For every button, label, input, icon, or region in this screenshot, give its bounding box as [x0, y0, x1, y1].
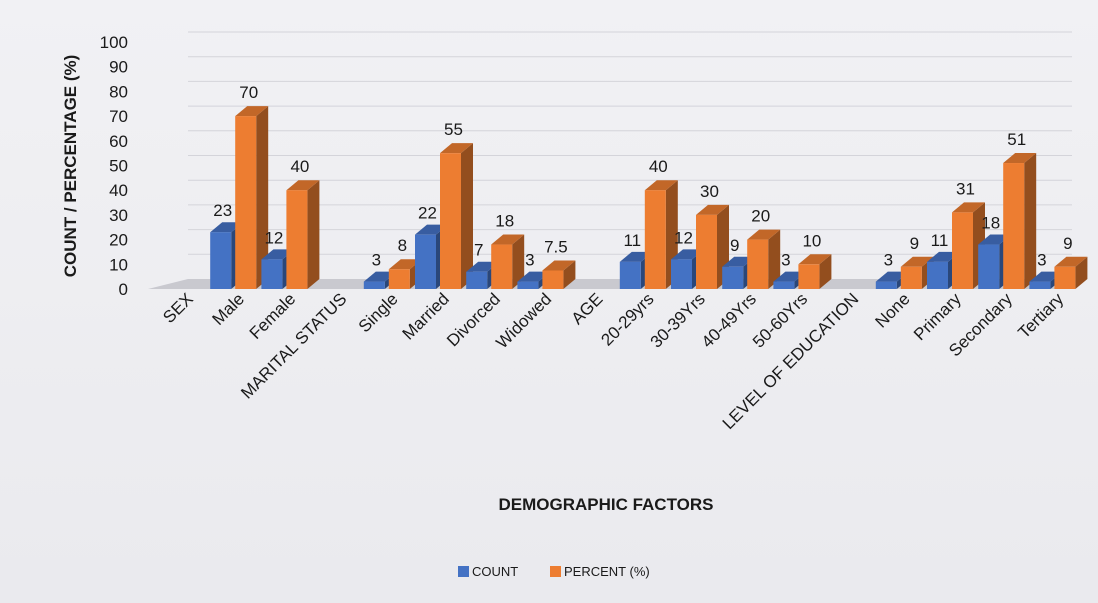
bar-percent-secondary	[1003, 153, 1037, 289]
y-tick-100: 100	[100, 33, 128, 52]
legend: COUNT PERCENT (%)	[458, 564, 650, 579]
label-count-single: 3	[372, 251, 381, 270]
label-percent-divorced: 18	[495, 212, 514, 231]
label-percent-primary: 31	[956, 179, 975, 198]
label-count-primary: 11	[931, 231, 949, 250]
bar-percent-divorced	[491, 234, 525, 289]
y-tick-20: 20	[109, 231, 128, 250]
y-axis-title: COUNT / PERCENTAGE (%)	[61, 55, 80, 278]
label-percent-20-29yrs: 40	[649, 157, 668, 176]
label-count-40-49yrs: 9	[730, 236, 739, 255]
gridlines	[188, 31, 1072, 255]
category-label-30-39yrs: 30-39Yrs	[647, 289, 709, 351]
label-count-male: 23	[213, 201, 232, 220]
category-label-age: AGE	[568, 289, 607, 328]
y-tick-50: 50	[109, 157, 128, 176]
label-percent-married: 55	[444, 120, 463, 139]
label-count-divorced: 7	[474, 241, 483, 260]
y-tick-80: 80	[109, 82, 128, 101]
bar-percent-50-60yrs	[798, 254, 832, 289]
y-tick-10: 10	[109, 255, 128, 274]
x-axis-title: DEMOGRAPHIC FACTORS	[498, 495, 713, 514]
label-percent-widowed: 7.5	[544, 237, 568, 256]
bar-percent-tertiary	[1054, 256, 1088, 289]
label-percent-40-49yrs: 20	[751, 207, 770, 226]
label-count-tertiary: 3	[1037, 251, 1046, 270]
svg-text:PERCENT (%): PERCENT (%)	[564, 564, 650, 579]
category-label-male: Male	[209, 289, 248, 328]
label-percent-tertiary: 9	[1063, 234, 1072, 253]
svg-text:COUNT: COUNT	[472, 564, 518, 579]
y-tick-70: 70	[109, 107, 128, 126]
label-percent-30-39yrs: 30	[700, 182, 719, 201]
bar-percent-married	[440, 143, 473, 289]
label-percent-50-60yrs: 10	[802, 231, 821, 250]
category-label-sex: SEX	[159, 289, 196, 326]
y-tick-40: 40	[109, 181, 128, 200]
label-percent-male: 70	[239, 83, 258, 102]
bars	[210, 106, 1088, 289]
label-percent-female: 40	[290, 157, 309, 176]
y-tick-30: 30	[109, 206, 128, 225]
label-count-married: 22	[418, 204, 437, 223]
category-label-widowed: Widowed	[492, 289, 555, 352]
bar-percent-widowed	[542, 260, 576, 289]
category-label-none: None	[871, 289, 913, 331]
bar-percent-male	[235, 106, 269, 289]
label-percent-none: 9	[910, 234, 919, 253]
label-count-30-39yrs: 12	[674, 228, 693, 247]
label-percent-secondary: 51	[1007, 130, 1026, 149]
legend-item-percent: PERCENT (%)	[550, 564, 650, 579]
category-label-40-49yrs: 40-49Yrs	[698, 289, 760, 351]
label-percent-single: 8	[398, 236, 407, 255]
bar-percent-female	[286, 180, 320, 289]
category-label-single: Single	[355, 289, 402, 336]
y-tick-90: 90	[109, 58, 128, 77]
bar-percent-40-49yrs	[747, 229, 781, 289]
label-count-widowed: 3	[525, 251, 534, 270]
y-tick-60: 60	[109, 132, 128, 151]
legend-item-count: COUNT	[458, 564, 518, 579]
label-count-20-29yrs: 11	[623, 231, 641, 250]
y-tick-0: 0	[119, 280, 128, 299]
label-count-none: 3	[884, 251, 893, 270]
label-count-female: 12	[264, 228, 283, 247]
label-count-secondary: 18	[981, 214, 1000, 233]
label-count-50-60yrs: 3	[781, 251, 790, 270]
category-label-tertiary: Tertiary	[1014, 289, 1067, 342]
y-axis-ticks: 0 10 20 30 40 50 60 70 80 90 100	[100, 33, 128, 299]
